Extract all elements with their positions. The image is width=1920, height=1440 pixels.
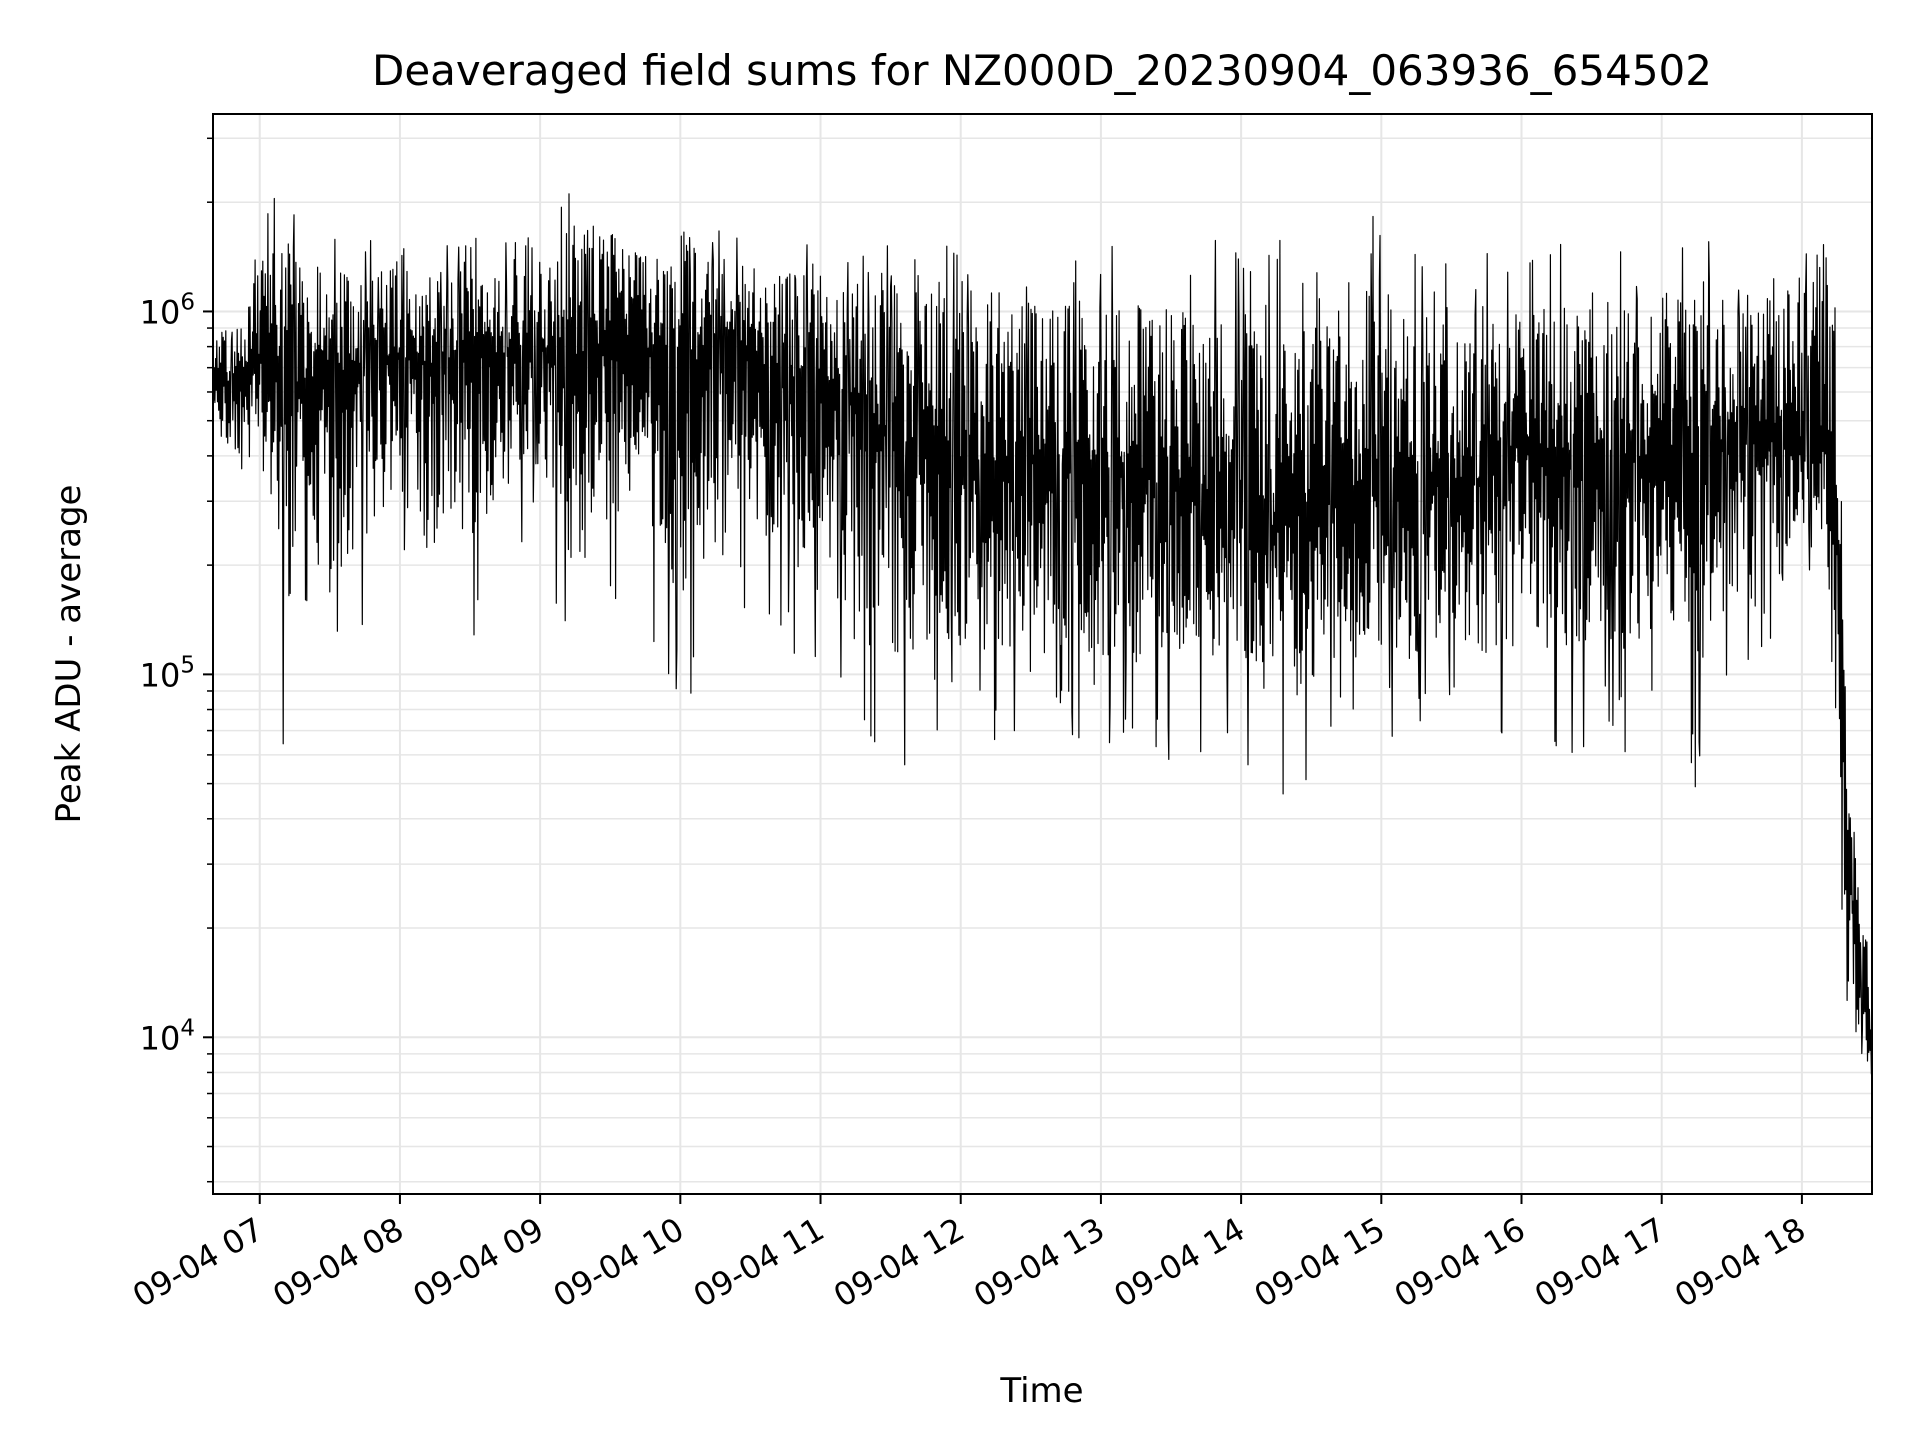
- series-line: [212, 193, 1873, 1075]
- plot-frame: [212, 113, 1873, 1195]
- chart-title: Deaveraged field sums for NZ000D_2023090…: [372, 46, 1712, 95]
- x-axis-label: Time: [999, 1371, 1083, 1411]
- y-axis-label: Peak ADU - average: [49, 485, 89, 824]
- series-line-group: [212, 193, 1873, 1075]
- y-tick-label: 106: [140, 289, 195, 331]
- y-tick-label: 105: [140, 652, 195, 694]
- y-tick-label: 104: [140, 1015, 195, 1057]
